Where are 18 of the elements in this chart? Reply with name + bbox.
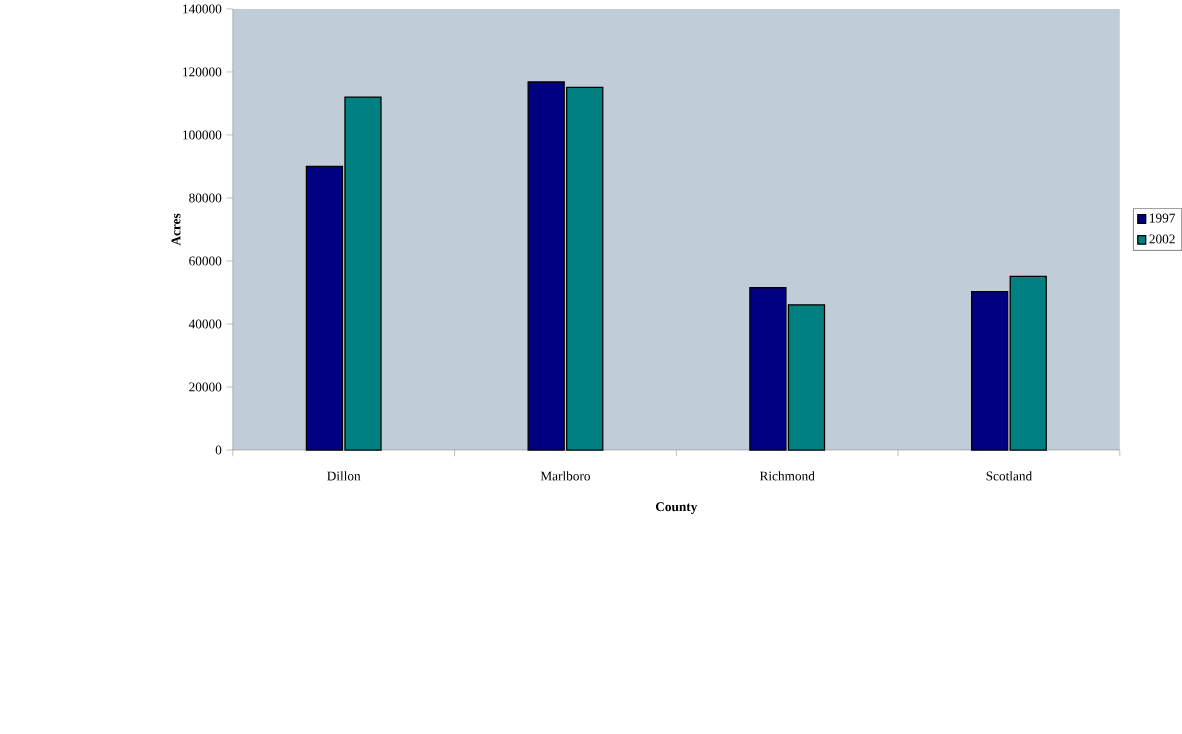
bar bbox=[970, 291, 1009, 451]
x-tick-label: Scotland bbox=[986, 471, 1033, 481]
y-tick-label: 20000 bbox=[189, 382, 222, 392]
y-tick-label: 100000 bbox=[183, 130, 222, 140]
y-tick-label: 80000 bbox=[189, 193, 222, 203]
y-tick-label: 0 bbox=[215, 445, 222, 455]
x-axis-title: County bbox=[655, 502, 698, 515]
y-axis-title: Acres bbox=[171, 213, 181, 246]
bar bbox=[1009, 275, 1047, 451]
x-tick-label: Marlboro bbox=[540, 471, 591, 481]
y-tick-label: 120000 bbox=[183, 67, 222, 77]
y-tick-label: 60000 bbox=[189, 256, 222, 266]
x-tick-label: Dillon bbox=[327, 471, 361, 481]
y-tick-label: 40000 bbox=[188, 319, 222, 329]
legend-label: 2002 bbox=[1149, 234, 1175, 244]
legend-label: 1997 bbox=[1150, 213, 1176, 223]
y-tick-label: 140000 bbox=[183, 4, 222, 14]
x-tick-label: Richmond bbox=[759, 471, 815, 481]
